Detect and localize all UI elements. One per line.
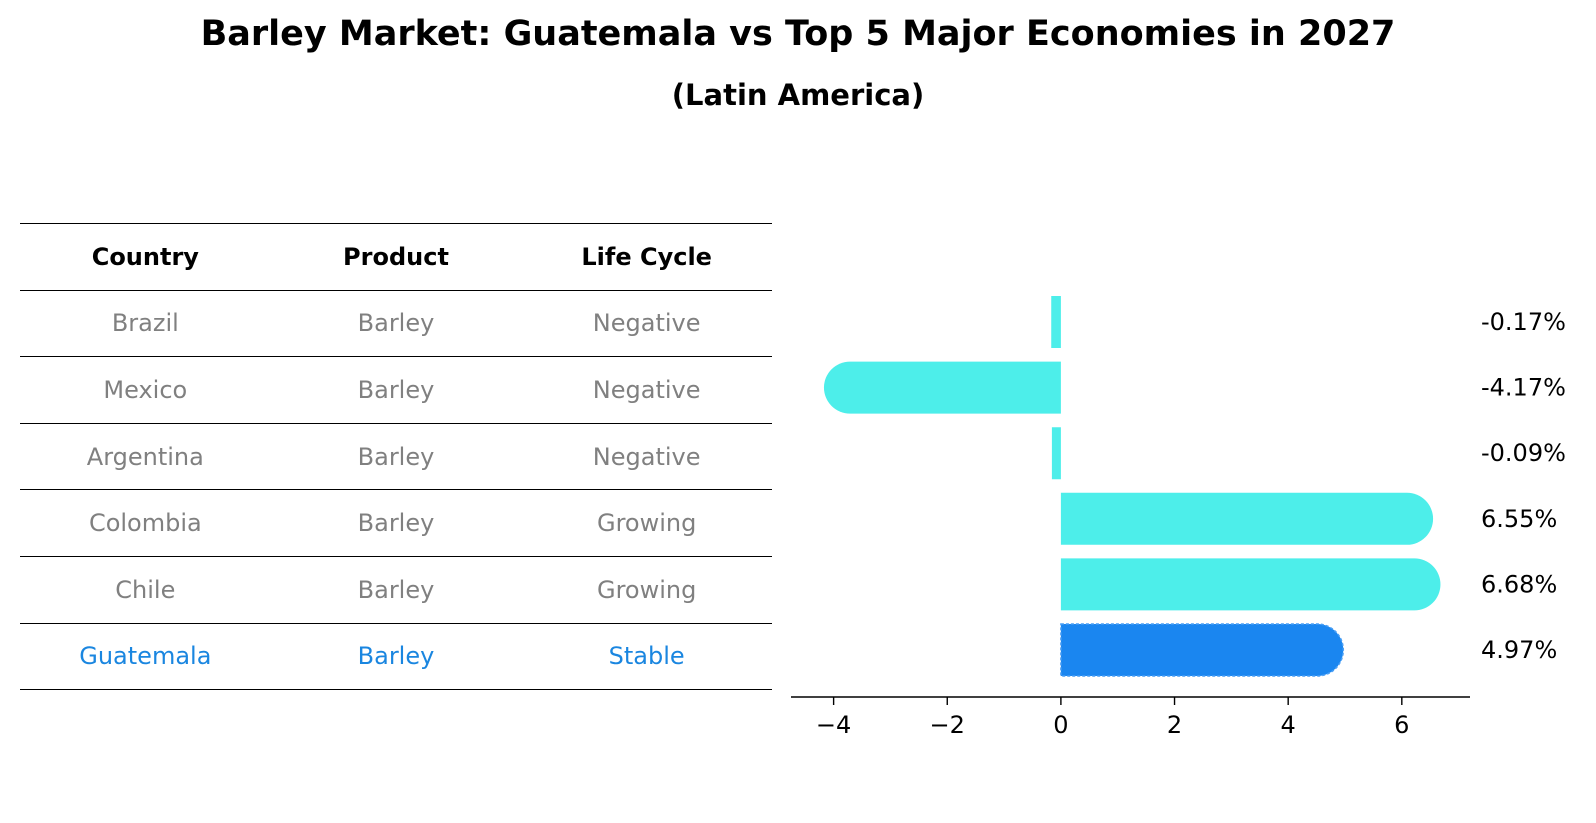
bar-argentina [1051, 427, 1061, 480]
cell-product: Barley [270, 423, 522, 491]
country-table: Country Product Life Cycle Brazil Barley… [20, 223, 772, 691]
data-label: -0.17% [1481, 308, 1566, 336]
header-life-cycle: Life Cycle [521, 223, 772, 291]
table-row: Mexico Barley Negative [20, 356, 772, 424]
cell-country: Guatemala [20, 623, 271, 691]
data-label: 6.68% [1481, 570, 1557, 598]
table-row: Colombia Barley Growing [20, 489, 772, 557]
x-tick-label: 2 [1167, 711, 1182, 739]
cell-product: Barley [270, 290, 522, 358]
table-row: Chile Barley Growing [20, 556, 772, 624]
bar-chile [1060, 558, 1441, 611]
x-tick-label: 4 [1281, 711, 1296, 739]
cell-country: Argentina [20, 423, 271, 491]
cell-life-cycle: Negative [521, 423, 772, 491]
data-label: -0.09% [1481, 439, 1566, 467]
chart-subtitle: (Latin America) [671, 78, 925, 112]
cell-life-cycle: Negative [521, 356, 772, 424]
cell-life-cycle: Negative [521, 290, 772, 358]
x-tick-label: 0 [1053, 711, 1068, 739]
data-label: 6.55% [1481, 505, 1557, 533]
cell-product: Barley [270, 356, 522, 424]
cell-product: Barley [270, 623, 522, 691]
x-tick-label: −4 [816, 711, 851, 739]
bar-guatemala [1060, 623, 1345, 677]
cell-country: Chile [20, 556, 271, 624]
header-product: Product [270, 223, 522, 291]
cell-country: Brazil [20, 290, 271, 358]
x-tick-label: −2 [930, 711, 965, 739]
table-row: Brazil Barley Negative [20, 290, 772, 358]
bar-colombia [1060, 492, 1434, 545]
data-label: -4.17% [1481, 374, 1566, 402]
cell-country: Colombia [20, 489, 271, 557]
header-country: Country [20, 223, 271, 291]
cell-life-cycle: Stable [521, 623, 772, 691]
chart-title: Barley Market: Guatemala vs Top 5 Major … [200, 14, 1396, 54]
bar-mexico [823, 361, 1061, 414]
cell-life-cycle: Growing [521, 556, 772, 624]
data-label: 4.97% [1481, 636, 1557, 664]
x-tick-label: 6 [1394, 711, 1409, 739]
cell-product: Barley [270, 489, 522, 557]
table-header-row: Country Product Life Cycle [20, 223, 772, 291]
cell-life-cycle: Growing [521, 489, 772, 557]
cell-country: Mexico [20, 356, 271, 424]
table-row-highlighted: Guatemala Barley Stable [20, 623, 772, 691]
cell-product: Barley [270, 556, 522, 624]
table-row: Argentina Barley Negative [20, 423, 772, 491]
bar-brazil [1051, 296, 1061, 348]
